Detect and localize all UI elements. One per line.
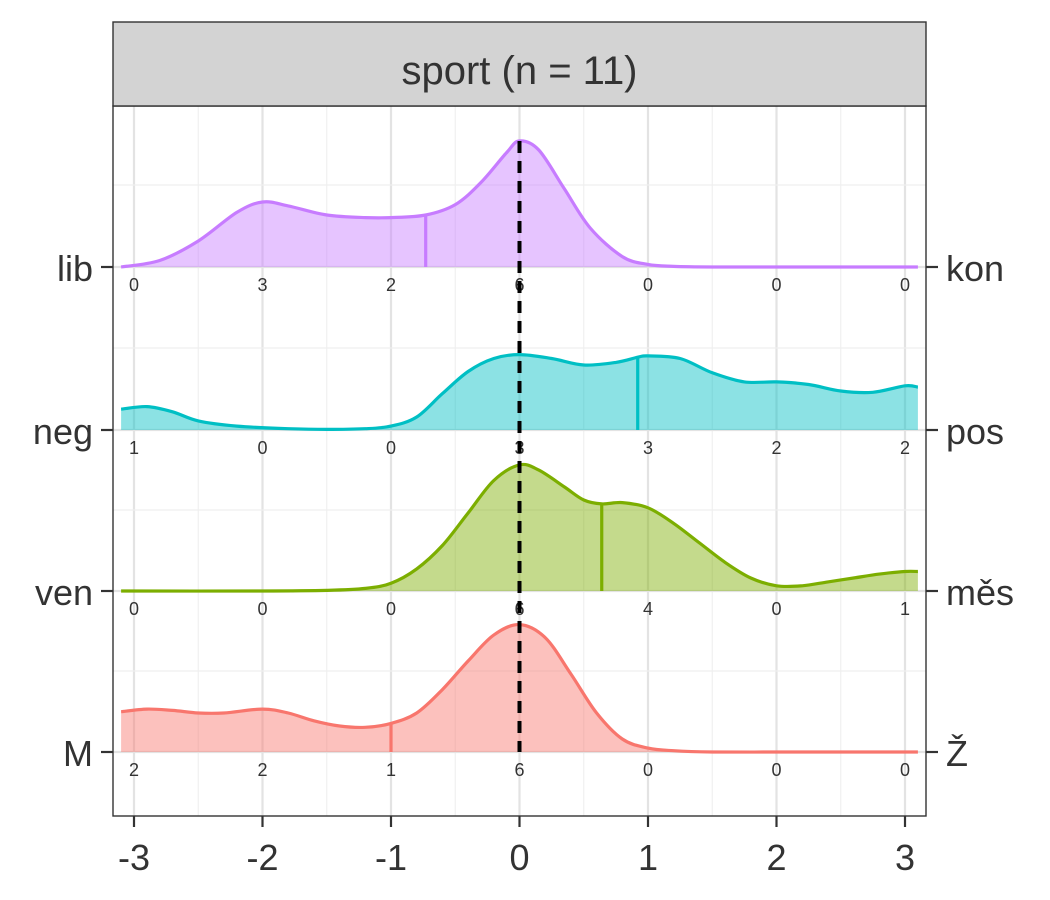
y-axis-label-right: pos: [946, 411, 1004, 452]
count-label: 0: [129, 599, 139, 619]
count-label: 0: [643, 275, 653, 295]
y-axis-label-left: M: [63, 733, 93, 774]
x-axis-tick-label: -3: [118, 837, 150, 878]
count-label: 0: [643, 760, 653, 780]
count-label: 1: [386, 760, 396, 780]
y-axis-label-right: kon: [946, 248, 1004, 289]
count-label: 3: [643, 438, 653, 458]
y-axis-label-right: Ž: [946, 733, 968, 774]
x-axis-tick-label: -1: [375, 837, 407, 878]
count-label: 1: [129, 438, 139, 458]
count-label: 0: [771, 599, 781, 619]
count-label: 0: [771, 760, 781, 780]
count-label: 4: [643, 599, 653, 619]
x-axis-tick-label: 2: [766, 837, 786, 878]
count-label: 1: [900, 599, 910, 619]
count-label: 0: [386, 438, 396, 458]
count-label: 0: [257, 599, 267, 619]
count-label: 3: [257, 275, 267, 295]
count-label: 2: [771, 438, 781, 458]
y-axis-label-left: ven: [35, 572, 93, 613]
density-curve: [120, 139, 918, 269]
count-label: 2: [129, 760, 139, 780]
x-axis-tick-label: 0: [509, 837, 529, 878]
x-axis-tick-label: 1: [638, 837, 658, 878]
count-label: 0: [900, 275, 910, 295]
count-label: 2: [386, 275, 396, 295]
y-axis-label-left: neg: [33, 411, 93, 452]
count-label: 6: [514, 760, 524, 780]
density-curve: [120, 353, 919, 431]
density-curve: [120, 622, 918, 754]
count-label: 0: [386, 599, 396, 619]
count-label: 0: [900, 760, 910, 780]
density-curve: [121, 462, 918, 593]
x-axis-tick-label: 3: [895, 837, 915, 878]
count-label: 2: [257, 760, 267, 780]
y-axis-label-right: měs: [946, 572, 1014, 613]
count-label: 0: [129, 275, 139, 295]
facet-strip-title: sport (n = 11): [401, 49, 637, 93]
x-axis-tick-label: -2: [246, 837, 278, 878]
axes: lib kon neg pos ven měs M Ž -3 -2 -1 0 1 2 3: [33, 248, 1014, 878]
facet-strip: [112, 21, 927, 107]
count-label: 0: [257, 438, 267, 458]
count-label: 2: [900, 438, 910, 458]
y-axis-label-left: lib: [57, 248, 93, 289]
count-label: 0: [771, 275, 781, 295]
